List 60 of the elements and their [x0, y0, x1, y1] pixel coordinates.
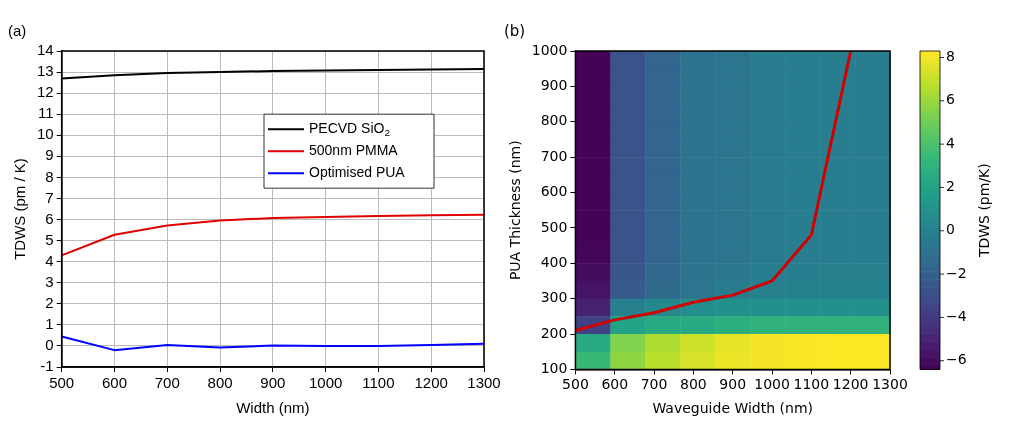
- x-tick-label: 700: [154, 374, 180, 392]
- y-tick-label: 10: [37, 125, 54, 143]
- x-tick-label: 1200: [414, 374, 448, 392]
- y-tick-label: 1000: [531, 41, 568, 58]
- y-tick-label: 900: [540, 77, 568, 94]
- color-bar-label: 0: [946, 221, 955, 238]
- legend-label: Optimised PUA: [309, 164, 406, 181]
- legend-label: 500nm PMMA: [309, 142, 399, 159]
- y-tick-label: 400: [540, 253, 568, 270]
- y-tick-label: 200: [540, 324, 568, 341]
- x-tick-label: 1300: [872, 376, 908, 393]
- y-tick-label: 3: [45, 272, 54, 290]
- x-tick-label: 1000: [754, 376, 790, 393]
- y-tick-label: 9: [45, 146, 54, 164]
- color-bar-label: 2: [946, 178, 955, 195]
- x-tick-label: 600: [101, 374, 127, 392]
- x-tick-label: 700: [640, 376, 668, 393]
- x-tick-label: 800: [207, 374, 233, 392]
- chart-title: (b): [504, 21, 526, 40]
- y-tick-label: 600: [540, 183, 568, 200]
- y-tick-label: 14: [37, 41, 54, 59]
- y-tick-label: 6: [45, 209, 54, 227]
- y-tick-label: 5: [45, 230, 54, 248]
- x-axis-title: Waveguide Width (nm): [652, 400, 814, 417]
- y-tick-label: 700: [540, 147, 568, 164]
- y-axis-title: TDWS (pm / K): [11, 158, 29, 260]
- color-bar-label: −4: [946, 308, 967, 325]
- y-tick-label: 0: [45, 336, 54, 354]
- y-tick-label: 8: [45, 167, 54, 185]
- x-tick-label: 1100: [362, 374, 395, 392]
- y-tick-label: 11: [38, 104, 54, 122]
- y-tick-label: 12: [37, 83, 54, 101]
- y-axis-title: PUA Thickness (nm): [507, 140, 524, 281]
- x-tick-label: 900: [260, 374, 286, 392]
- y-tick-label: 13: [37, 62, 54, 80]
- x-axis-title: Width (nm): [236, 399, 310, 417]
- color-bar-label: 6: [946, 91, 955, 108]
- x-tick-label: 1100: [793, 376, 830, 393]
- chart-title: (a): [8, 22, 27, 40]
- color-bar-label: −6: [946, 351, 967, 368]
- y-tick-label: 2: [45, 293, 54, 311]
- y-tick-label: 800: [540, 112, 568, 129]
- x-tick-label: 600: [601, 376, 629, 393]
- y-tick-label: -1: [40, 357, 54, 375]
- y-tick-label: 500: [540, 218, 568, 235]
- y-tick-label: 4: [45, 251, 54, 269]
- color-bar-label: 8: [946, 48, 955, 65]
- color-bar-label: −2: [946, 264, 967, 281]
- x-tick-label: 1300: [467, 374, 501, 392]
- x-tick-label: 800: [680, 376, 707, 393]
- x-tick-label: 1000: [308, 374, 343, 392]
- color-bar-label: 4: [946, 134, 955, 151]
- y-tick-label: 100: [540, 360, 568, 377]
- x-tick-label: 900: [719, 376, 747, 393]
- y-tick-label: 1: [45, 315, 54, 333]
- x-tick-label: 1200: [832, 376, 869, 393]
- y-tick-label: 300: [540, 289, 568, 306]
- color-bar-title: TDWS (pm/K): [975, 163, 992, 259]
- y-tick-label: 7: [45, 188, 54, 206]
- x-tick-label: 500: [562, 376, 589, 393]
